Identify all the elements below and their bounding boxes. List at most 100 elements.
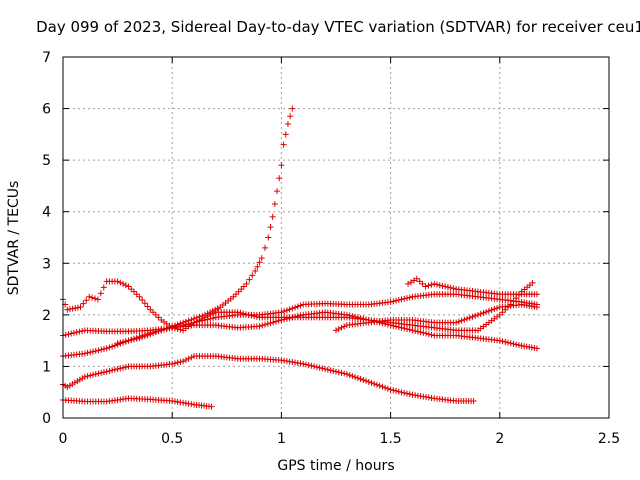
data-point: [76, 328, 83, 335]
data-point: [289, 305, 296, 312]
data-point: [352, 374, 359, 381]
data-point: [401, 295, 408, 302]
data-point: [401, 389, 408, 396]
data-point: [280, 141, 287, 148]
data-point: [510, 340, 517, 347]
data-point: [341, 323, 348, 330]
data-point: [422, 283, 429, 290]
data-point: [436, 282, 443, 289]
data-point: [488, 307, 495, 314]
data-point: [450, 285, 457, 292]
data-point: [180, 358, 187, 365]
data-point: [416, 278, 423, 285]
data-point: [282, 131, 289, 138]
y-tick-label: 0: [42, 411, 51, 427]
data-point: [130, 288, 137, 295]
data-point: [122, 282, 129, 289]
data-point: [100, 346, 107, 353]
data-point: [174, 321, 181, 328]
data-point: [393, 297, 400, 304]
data-point: [152, 311, 159, 318]
data-point: [425, 331, 432, 338]
data-point: [379, 383, 386, 390]
data-point: [150, 309, 157, 316]
data-point: [286, 306, 293, 313]
data-point: [267, 320, 274, 327]
data-point: [150, 330, 157, 337]
data-point: [81, 350, 88, 357]
data-point: [357, 375, 364, 382]
data-point: [83, 297, 90, 304]
data-point: [237, 309, 244, 316]
data-point: [249, 272, 256, 279]
x-tick-label: 1: [277, 431, 286, 447]
data-point: [207, 309, 214, 316]
data-point: [136, 293, 143, 300]
data-point: [120, 338, 127, 345]
data-point: [196, 313, 203, 320]
data-point: [106, 367, 113, 374]
data-point: [269, 213, 276, 220]
data-point: [90, 348, 97, 355]
data-point: [333, 368, 339, 375]
data-point: [77, 304, 84, 311]
series-sat-b: [60, 353, 477, 404]
data-point: [171, 360, 178, 367]
data-point: [245, 311, 252, 318]
data-point: [238, 286, 245, 293]
data-point: [120, 364, 127, 371]
data-point: [483, 308, 490, 315]
data-point: [193, 314, 200, 321]
data-point: [368, 379, 375, 386]
data-point: [529, 279, 536, 286]
data-point: [246, 276, 253, 283]
data-point: [98, 346, 105, 353]
data-point: [80, 300, 87, 307]
y-tick-label: 7: [42, 50, 51, 66]
y-axis-label: SDTVAR / TECUs: [6, 181, 22, 296]
data-point: [64, 306, 71, 313]
data-point: [144, 332, 151, 339]
data-point: [305, 362, 312, 369]
data-point: [455, 318, 462, 325]
x-axis-ticks: 0 0.5 1 1.5 2 2.5: [59, 57, 620, 447]
data-point: [409, 327, 416, 334]
data-point: [398, 296, 405, 303]
data-point: [209, 307, 216, 314]
data-point: [100, 369, 107, 376]
data-point: [169, 360, 176, 367]
data-point: [419, 280, 426, 287]
data-point: [125, 283, 132, 290]
data-point: [300, 360, 307, 367]
data-point: [346, 372, 353, 379]
data-point: [182, 356, 189, 363]
data-point: [117, 339, 124, 346]
data-point: [507, 340, 514, 347]
data-point: [235, 288, 242, 295]
data-point: [464, 315, 471, 322]
data-point: [68, 330, 75, 337]
data-point: [393, 387, 400, 394]
data-point: [147, 331, 154, 338]
data-point: [169, 323, 176, 330]
data-point: [243, 280, 250, 287]
data-point: [327, 367, 334, 374]
data-point: [496, 311, 503, 318]
data-point: [62, 331, 69, 338]
data-point: [417, 329, 424, 336]
data-point: [103, 368, 110, 375]
data-point: [494, 305, 501, 312]
data-point: [428, 331, 435, 338]
data-point: [499, 309, 506, 316]
data-point: [480, 309, 487, 316]
data-point: [177, 358, 184, 365]
y-tick-label: 3: [42, 256, 51, 272]
data-point: [262, 244, 269, 251]
data-point: [382, 384, 389, 391]
x-axis-label: GPS time / hours: [277, 458, 394, 474]
data-points: [60, 105, 540, 410]
data-point: [171, 322, 178, 329]
data-point: [384, 385, 391, 392]
data-point: [258, 255, 265, 262]
